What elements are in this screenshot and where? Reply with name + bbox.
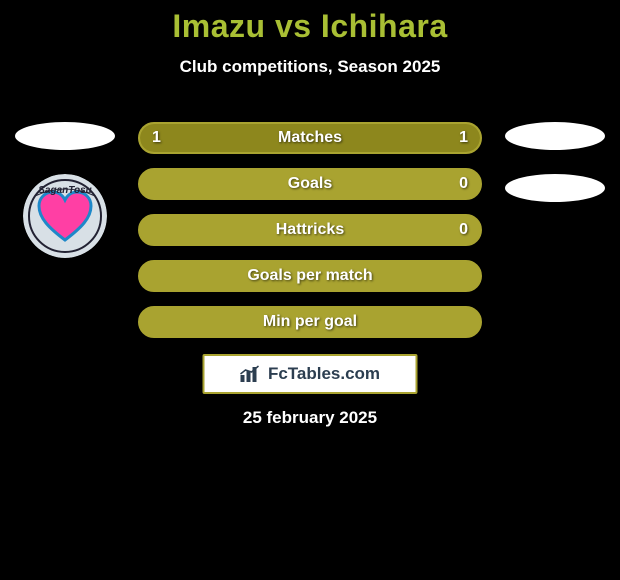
stat-value-right: 1	[459, 129, 468, 147]
right-player-avatar-placeholder	[505, 122, 605, 150]
stat-row: 1 1 Matches	[138, 122, 482, 154]
stat-label: Hattricks	[276, 221, 344, 239]
title-player-right: Ichihara	[321, 8, 448, 44]
stat-label: Matches	[278, 129, 342, 147]
right-club-logo-placeholder	[505, 174, 605, 202]
left-club-logo: SaganTosu	[23, 174, 107, 258]
bar-chart-icon	[240, 365, 262, 383]
stat-value-right: 0	[459, 175, 468, 193]
right-player-column	[500, 122, 610, 226]
left-player-avatar-placeholder	[15, 122, 115, 150]
stat-row: 0 Goals	[138, 168, 482, 200]
comparison-card: Imazu vs Ichihara Club competitions, Sea…	[0, 0, 620, 580]
stat-value-right: 0	[459, 221, 468, 239]
title-vs: vs	[266, 8, 321, 44]
stat-label: Goals per match	[247, 267, 372, 285]
sagan-tosu-logo-icon: SaganTosu	[23, 174, 107, 258]
page-title: Imazu vs Ichihara	[0, 0, 620, 45]
left-player-column: SaganTosu	[10, 122, 120, 258]
stat-row: Goals per match	[138, 260, 482, 292]
stats-container: 1 1 Matches 0 Goals 0 Hattricks Goals per match…	[138, 122, 482, 352]
subtitle: Club competitions, Season 2025	[0, 57, 620, 77]
brand-text: FcTables.com	[268, 364, 380, 384]
stat-row: Min per goal	[138, 306, 482, 338]
footer-date: 25 february 2025	[0, 408, 620, 428]
svg-text:SaganTosu: SaganTosu	[38, 185, 92, 196]
stat-value-left: 1	[152, 129, 161, 147]
stat-row: 0 Hattricks	[138, 214, 482, 246]
stat-label: Min per goal	[263, 313, 357, 331]
title-player-left: Imazu	[172, 8, 265, 44]
brand-box[interactable]: FcTables.com	[203, 354, 418, 394]
stat-label: Goals	[288, 175, 332, 193]
